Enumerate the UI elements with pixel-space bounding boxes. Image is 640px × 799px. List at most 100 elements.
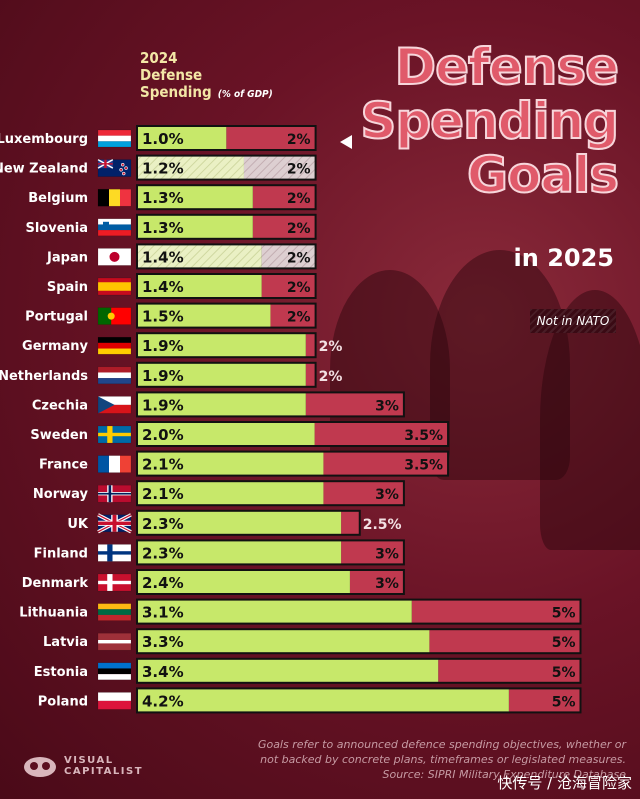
goal-bar xyxy=(305,334,315,357)
column-header: 2024 Defense Spending (% of GDP) xyxy=(140,50,273,103)
country-label: Luxembourg xyxy=(0,132,88,147)
portugal-flag-icon xyxy=(97,307,132,325)
spending-bar xyxy=(138,541,342,564)
spending-bar xyxy=(138,452,324,475)
goal-value-label: 2% xyxy=(319,369,343,385)
chart-row: Netherlands 1.9% 2% xyxy=(0,361,343,388)
spending-value-label: 1.4% xyxy=(142,278,184,296)
denmark-flag-icon xyxy=(97,573,132,592)
goal-value-label: 3% xyxy=(375,546,399,562)
spending-value-label: 2.1% xyxy=(142,456,184,474)
goal-bar xyxy=(261,275,315,297)
spending-value-label: 1.2% xyxy=(142,160,184,178)
chart-row: Spain 1.4% 2% xyxy=(47,273,317,299)
belgium-flag-icon xyxy=(97,188,132,207)
spending-value-label: 1.3% xyxy=(142,219,184,237)
latvia-flag-icon xyxy=(97,632,132,651)
goal-value-label: 2% xyxy=(287,310,311,326)
country-label: Belgium xyxy=(28,191,88,206)
norway-flag-icon xyxy=(97,484,132,503)
logo-text: CAPITALIST xyxy=(64,766,144,777)
goal-bar xyxy=(323,482,403,505)
goal-value-label: 5% xyxy=(552,665,576,681)
uk-flag-icon xyxy=(97,513,132,534)
goal-value-label: 3% xyxy=(375,398,399,414)
goal-value-label: 3% xyxy=(375,576,399,592)
spending-value-label: 2.1% xyxy=(142,485,184,503)
country-label: Latvia xyxy=(43,635,88,650)
spending-bar xyxy=(138,215,253,238)
spain-flag-icon xyxy=(97,277,132,296)
country-label: Spain xyxy=(47,280,88,295)
footnote-source: Source: SIPRI Military Expenditure Datab… xyxy=(382,768,627,781)
country-label: France xyxy=(39,458,88,473)
country-label: UK xyxy=(67,517,89,532)
spending-value-label: 1.5% xyxy=(142,308,184,326)
goal-value-label: 2% xyxy=(287,250,311,266)
background-silhouette xyxy=(430,250,570,480)
goal-value-label: 3% xyxy=(375,487,399,503)
spending-value-label: 1.0% xyxy=(142,130,184,148)
estonia-flag-icon xyxy=(97,662,132,681)
slovenia-flag-icon xyxy=(97,218,132,237)
column-header-line: 2024 xyxy=(140,49,178,67)
spending-bar xyxy=(138,275,262,297)
spending-value-label: 3.1% xyxy=(142,604,184,622)
chart-row: UK 2.3% 2.5% xyxy=(67,509,402,536)
chart-row: Germany 1.9% 2% xyxy=(22,332,343,359)
spending-bar xyxy=(138,156,244,179)
goal-value-label: 5% xyxy=(552,635,576,651)
spending-value-label: 3.4% xyxy=(142,663,184,681)
title-line: Spending xyxy=(359,92,620,150)
spending-value-label: 3.3% xyxy=(142,633,184,651)
finland-flag-icon xyxy=(97,544,132,562)
spending-bar xyxy=(138,127,227,149)
spending-bar xyxy=(138,482,324,505)
spending-value-label: 2.3% xyxy=(142,515,184,533)
goal-value-label: 5% xyxy=(552,694,576,710)
country-label: New Zealand xyxy=(0,162,88,177)
chart-row: Japan 1.4% 2% xyxy=(46,243,317,270)
chart-row: Sweden 2.0% 3.5% xyxy=(30,421,450,447)
spending-value-label: 1.3% xyxy=(142,189,184,207)
chart-row: Luxembourg 1.0% 2% xyxy=(0,125,317,151)
goal-bar xyxy=(261,245,315,268)
goal-bar xyxy=(341,511,359,534)
spending-value-label: 4.2% xyxy=(142,692,184,710)
chart-row: Lithuania 3.1% 5% xyxy=(19,598,582,625)
goal-value-label: 2% xyxy=(287,191,311,207)
luxembourg-flag-icon xyxy=(97,129,132,148)
column-header-line: Spending (% of GDP) xyxy=(140,83,273,101)
goal-value-label: 2% xyxy=(287,162,311,178)
country-label: Finland xyxy=(34,546,88,561)
france-flag-icon xyxy=(97,455,132,473)
spending-bar xyxy=(138,334,306,357)
spending-bar xyxy=(138,600,412,623)
spending-bar xyxy=(138,689,509,712)
chart-row: France 2.1% 3.5% xyxy=(39,450,450,477)
chart-row: Belgium 1.3% 2% xyxy=(28,184,317,211)
goal-bar xyxy=(429,630,580,653)
column-header-line: Defense xyxy=(140,66,203,84)
country-label: Netherlands xyxy=(0,369,88,384)
goal-value-label: 5% xyxy=(552,606,576,622)
country-label: Germany xyxy=(22,339,88,354)
visual-capitalist-logo: VISUAL CAPITALIST xyxy=(22,754,143,778)
goal-value-label: 2% xyxy=(319,339,343,355)
goal-value-label: 2% xyxy=(287,221,311,237)
goal-value-label: 3.5% xyxy=(404,458,443,474)
country-label: Portugal xyxy=(25,310,88,325)
sweden-flag-icon xyxy=(97,425,132,444)
goal-bar xyxy=(508,689,580,712)
goal-bar xyxy=(314,423,448,445)
title-line: Goals xyxy=(466,146,620,204)
japan-flag-icon xyxy=(97,248,132,266)
country-label: Poland xyxy=(38,694,88,709)
goal-value-label: 2.5% xyxy=(363,517,402,533)
chart-row: Latvia 3.3% 5% xyxy=(43,628,582,655)
spending-bar xyxy=(138,304,271,327)
chart-rows: Luxembourg 1.0% 2%New Zealand 1.2% 2%Belgium… xyxy=(0,125,582,714)
spending-bar xyxy=(138,659,439,682)
country-label: Norway xyxy=(33,487,89,502)
